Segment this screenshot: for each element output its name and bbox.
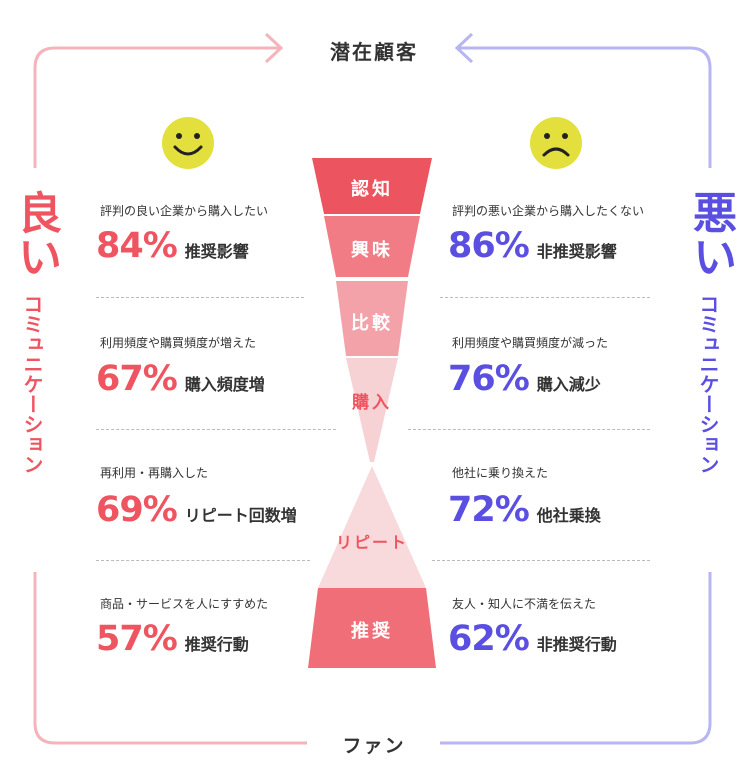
right-stat-1-value: 86% [448, 226, 530, 266]
right-stat-4-label: 友人・知人に不満を伝えた [452, 597, 597, 611]
left-stat-2-unit: 購入頻度増 [184, 375, 265, 394]
left-stat-4: 57% 推奨行動 [96, 622, 249, 657]
left-stat-3: 69% リピート回数増 [96, 493, 297, 528]
right-divider-2 [408, 429, 650, 430]
left-stat-4-unit: 推奨行動 [184, 635, 249, 654]
funnel-label-6: 推奨 [351, 621, 393, 642]
right-stat-3-value: 72% [448, 490, 530, 530]
funnel-stage-3 [336, 281, 408, 356]
funnel-label-4: 購入 [352, 393, 392, 413]
frown-face-icon [530, 117, 582, 169]
right-side-subtitle: コミュニケーション [696, 294, 720, 474]
right-stat-2: 76% 購入減少 [448, 362, 601, 397]
left-stat-4-label: 商品・サービスを人にすすめた [100, 597, 269, 611]
left-stat-4-value: 57% [96, 619, 178, 659]
right-cycle-arrow [440, 46, 712, 745]
left-arrowhead [264, 32, 284, 64]
left-stat-3-label: 再利用・再購入した [100, 466, 209, 480]
left-stat-1-value: 84% [96, 226, 178, 266]
funnel-label-2: 興味 [351, 240, 393, 261]
right-stat-4-unit: 非推奨行動 [536, 635, 617, 654]
right-stat-3-unit: 他社乗換 [536, 506, 601, 525]
left-divider-3 [96, 560, 310, 561]
left-stat-1-label: 評判の良い企業から購入したい [100, 204, 269, 218]
left-side-title: 良い [10, 190, 61, 278]
right-side-title: 悪い [685, 190, 736, 278]
right-stat-3: 72% 他社乗換 [448, 493, 601, 528]
right-stat-3-label: 他社に乗り換えた [452, 466, 549, 480]
left-stat-3-value: 69% [96, 490, 178, 530]
right-stat-2-unit: 購入減少 [536, 375, 601, 394]
bottom-label: ファン [342, 735, 406, 757]
right-stat-1-unit: 非推奨影響 [536, 242, 617, 261]
left-stat-1: 84% 推奨影響 [96, 229, 249, 264]
top-label: 潜在顧客 [330, 40, 418, 64]
left-stat-3-unit: リピート回数増 [184, 506, 297, 525]
left-side-subtitle: コミュニケーション [20, 294, 44, 474]
left-divider-1 [96, 297, 304, 298]
funnel-stage-2 [324, 216, 420, 277]
left-divider-2 [96, 429, 336, 430]
right-divider-1 [440, 297, 650, 298]
left-stat-2: 67% 購入頻度増 [96, 362, 265, 397]
right-stat-1: 86% 非推奨影響 [448, 229, 617, 264]
left-cycle-arrow [33, 46, 307, 745]
right-stat-2-value: 76% [448, 359, 530, 399]
right-stat-1-label: 評判の悪い企業から購入したくない [452, 204, 645, 218]
funnel-stage-5 [318, 466, 426, 588]
left-stat-2-value: 67% [96, 359, 178, 399]
right-stat-2-label: 利用頻度や購買頻度が減った [452, 336, 609, 350]
right-stat-4-value: 62% [448, 619, 530, 659]
right-arrowhead [454, 32, 474, 64]
right-stat-4: 62% 非推奨行動 [448, 622, 617, 657]
funnel-label-5: リピート [335, 533, 408, 552]
funnel-label-1: 認知 [351, 179, 393, 200]
right-divider-3 [432, 560, 650, 561]
left-stat-1-unit: 推奨影響 [184, 242, 249, 261]
left-stat-2-label: 利用頻度や購買頻度が増えた [100, 336, 257, 350]
funnel-stage-6 [308, 588, 436, 668]
funnel-stage-4 [346, 358, 398, 462]
smile-face-icon [162, 117, 214, 169]
funnel-stage-1 [312, 158, 432, 214]
funnel-label-3: 比較 [351, 313, 393, 334]
